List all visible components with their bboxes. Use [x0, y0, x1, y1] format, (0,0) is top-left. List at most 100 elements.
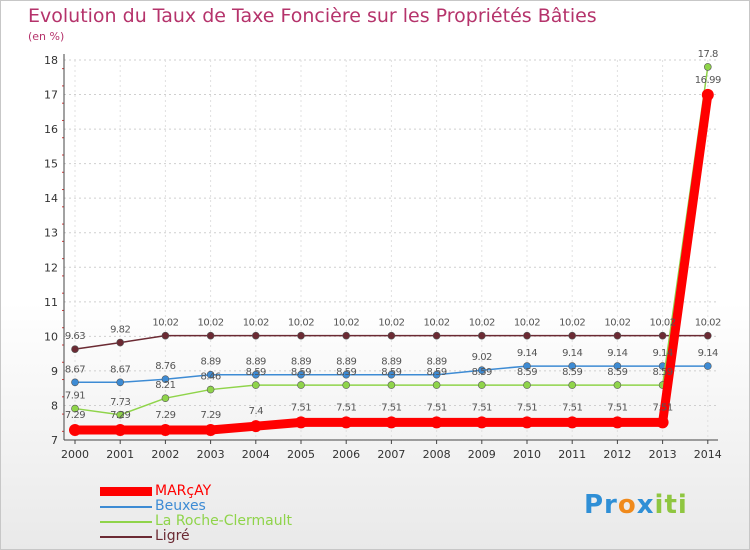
point-mar-ay-2012 — [611, 416, 623, 428]
data-label-mar-ay-2004: 7.4 — [249, 406, 264, 417]
point-ligr--2001 — [117, 339, 124, 346]
y-tick-label-7: 14 — [44, 192, 58, 205]
point-la-roche-clermault-2004 — [252, 382, 259, 389]
data-label-ligr--2002: 10.02 — [152, 318, 178, 329]
data-label-la-roche-clermault-2004: 8.59 — [246, 367, 266, 378]
x-tick-label-2002: 2002 — [151, 448, 179, 461]
point-ligr--2004 — [252, 332, 259, 339]
point-ligr--2010 — [524, 332, 531, 339]
data-label-mar-ay-2010: 7.51 — [517, 402, 537, 413]
data-label-beuxes-2003: 8.89 — [200, 357, 220, 368]
data-labels: 9.63 9.82 10.02 10.02 10.02 10.02 10.02 10.02 10… — [65, 49, 721, 421]
legend-label-marcay: MARçAY — [155, 484, 211, 499]
point-mar-ay-2011 — [566, 416, 578, 428]
data-label-la-roche-clermault-2000: 7.91 — [65, 391, 85, 402]
data-label-la-roche-clermault-2011: 8.59 — [562, 367, 582, 378]
point-beuxes-2001 — [117, 379, 124, 386]
data-label-la-roche-clermault-2002: 8.21 — [155, 380, 175, 391]
point-la-roche-clermault-2006 — [343, 382, 350, 389]
data-label-mar-ay-2006: 7.51 — [336, 402, 356, 413]
data-label-ligr--2013: 10.02 — [650, 318, 676, 329]
data-label-ligr--2009: 10.02 — [469, 318, 495, 329]
data-label-beuxes-2009: 9.02 — [472, 352, 492, 363]
point-mar-ay-2002 — [159, 424, 171, 436]
data-label-beuxes-2001: 8.67 — [110, 364, 130, 375]
point-ligr--2012 — [614, 332, 621, 339]
legend-swatch-ligre — [100, 536, 152, 538]
data-label-beuxes-2004: 8.89 — [246, 357, 266, 368]
x-tick-label-2010: 2010 — [513, 448, 541, 461]
data-label-mar-ay-2009: 7.51 — [472, 402, 492, 413]
data-label-ligr--2007: 10.02 — [378, 318, 404, 329]
data-label-ligr--2006: 10.02 — [333, 318, 359, 329]
data-label-beuxes-2000: 8.67 — [65, 364, 85, 375]
data-label-la-roche-clermault-2007: 8.59 — [381, 367, 401, 378]
point-mar-ay-2007 — [385, 416, 397, 428]
data-label-ligr--2004: 10.02 — [243, 318, 269, 329]
point-ligr--2014 — [704, 332, 711, 339]
legend-swatch-la-roche-clermault — [100, 521, 152, 523]
point-la-roche-clermault-2002 — [162, 395, 169, 402]
logo-part-3: x — [637, 490, 655, 520]
point-la-roche-clermault-2007 — [388, 382, 395, 389]
axes: 7891011121314151617182000 2001 2002 2003 200… — [44, 54, 722, 461]
data-label-la-roche-clermault-2001: 7.73 — [110, 397, 130, 408]
y-tick-label-11: 18 — [44, 54, 58, 67]
data-label-ligr--2014: 10.02 — [695, 318, 721, 329]
y-tick-label-3: 10 — [44, 330, 58, 343]
data-label-mar-ay-2012: 7.51 — [607, 402, 627, 413]
point-la-roche-clermault-2014 — [704, 63, 711, 70]
y-tick-label-0: 7 — [51, 434, 58, 447]
logo-part-4: iti — [655, 490, 688, 520]
data-label-beuxes-2005: 8.89 — [291, 357, 311, 368]
data-label-mar-ay-2000: 7.29 — [65, 410, 85, 421]
point-ligr--2003 — [207, 332, 214, 339]
point-ligr--2009 — [478, 332, 485, 339]
data-label-ligr--2010: 10.02 — [514, 318, 540, 329]
line-chart: 7891011121314151617182000 2001 2002 2003 200… — [0, 0, 750, 550]
data-label-mar-ay-2007: 7.51 — [381, 402, 401, 413]
point-mar-ay-2001 — [114, 424, 126, 436]
x-tick-label-2006: 2006 — [332, 448, 360, 461]
data-label-mar-ay-2003: 7.29 — [200, 410, 220, 421]
point-mar-ay-2005 — [295, 416, 307, 428]
point-la-roche-clermault-2005 — [298, 382, 305, 389]
data-label-mar-ay-2008: 7.51 — [426, 402, 446, 413]
y-tick-label-5: 12 — [44, 261, 58, 274]
point-mar-ay-2014 — [702, 89, 714, 101]
legend-swatch-beuxes — [100, 506, 152, 508]
data-label-la-roche-clermault-2012: 8.59 — [607, 367, 627, 378]
data-label-mar-ay-2002: 7.29 — [155, 410, 175, 421]
data-label-la-roche-clermault-2013: 8.59 — [652, 367, 672, 378]
point-la-roche-clermault-2011 — [569, 382, 576, 389]
point-ligr--2000 — [72, 346, 79, 353]
x-tick-label-2009: 2009 — [468, 448, 496, 461]
data-label-la-roche-clermault-2003: 8.46 — [200, 372, 220, 383]
data-label-la-roche-clermault-2009: 8.59 — [472, 367, 492, 378]
x-tick-label-2011: 2011 — [558, 448, 586, 461]
x-tick-label-2003: 2003 — [197, 448, 225, 461]
data-label-la-roche-clermault-2010: 8.59 — [517, 367, 537, 378]
y-tick-label-9: 16 — [44, 123, 58, 136]
proxiti-logo: Proxiti — [584, 490, 688, 520]
point-la-roche-clermault-2012 — [614, 382, 621, 389]
point-mar-ay-2004 — [250, 420, 262, 432]
data-label-beuxes-2010: 9.14 — [517, 348, 537, 359]
data-label-ligr--2001: 9.82 — [110, 325, 130, 336]
point-ligr--2002 — [162, 332, 169, 339]
data-label-la-roche-clermault-2005: 8.59 — [291, 367, 311, 378]
data-label-ligr--2005: 10.02 — [288, 318, 314, 329]
data-label-beuxes-2007: 8.89 — [381, 357, 401, 368]
data-label-la-roche-clermault-2006: 8.59 — [336, 367, 356, 378]
legend-label-la-roche-clermault: La Roche-Clermault — [155, 514, 292, 529]
data-label-mar-ay-2001: 7.29 — [110, 410, 130, 421]
data-label-beuxes-2011: 9.14 — [562, 348, 582, 359]
y-tick-label-4: 11 — [44, 296, 58, 309]
data-label-ligr--2012: 10.02 — [604, 318, 630, 329]
data-label-la-roche-clermault-2008: 8.59 — [426, 367, 446, 378]
legend-label-ligre: Ligré — [155, 529, 190, 544]
data-label-ligr--2011: 10.02 — [559, 318, 585, 329]
point-beuxes-2014 — [704, 363, 711, 370]
x-tick-label-2000: 2000 — [61, 448, 89, 461]
legend-label-beuxes: Beuxes — [155, 499, 206, 514]
